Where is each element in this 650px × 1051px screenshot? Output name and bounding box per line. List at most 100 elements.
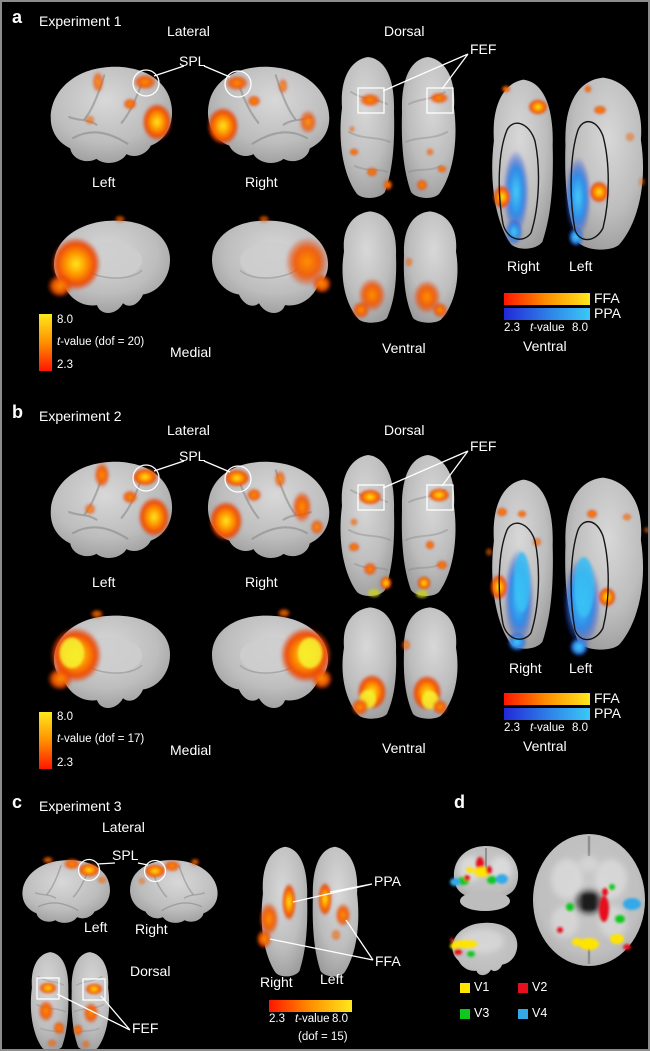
panel-b-left-label: Left [92,574,116,590]
panel-b-ffa-ppa-colorbars [504,693,590,720]
panel-a-artwork [39,53,646,371]
ppa-callout-lines [292,883,373,903]
roi-outline-left-hemi [570,521,609,641]
panel-a-letter: a [12,7,23,27]
panel-c-colorbar-dof: (dof = 15) [298,1031,348,1043]
panel-b-lateral-label: Lateral [167,422,210,438]
panel-b-roi-left-label: Left [569,660,593,676]
panel-a-roi-left-label: Left [569,258,593,274]
panel-b-roi-min: 2.3 [504,722,520,734]
panel-b-lateral-views [50,460,330,558]
panel-a-medial-views [47,215,332,314]
panel-c-lateral-views [22,856,218,923]
legend-swatch-v1 [460,983,470,993]
panel-b-medial-label: Medial [170,742,212,758]
panel-a-ventral-view [342,211,458,323]
panel-c-colorbar-max: 8.0 [332,1013,348,1025]
panel-b-right-label: Right [245,574,278,590]
axial-roi-blobs [557,884,641,950]
panel-a-ppa-label: PPA [594,305,621,321]
panel-a-roi-ventral-view [492,77,646,250]
panel-b-tvalue-colorbar [39,712,52,769]
panel-c-roi-right-label: Right [260,974,293,990]
panel-a-spl-label: SPL [179,53,206,69]
panel-a-roi-tvalue-label: t-value [530,322,565,334]
panel-b-ppa-label: PPA [594,705,621,721]
panel-a-tvalue-colorbar [39,314,52,371]
roi-outline-left-hemi [570,121,609,241]
panel-a-fef-label: FEF [470,41,497,57]
coronal-roi-blobs [450,857,508,886]
panel-c-ffa-label: FFA [375,953,401,969]
legend-swatch-v3 [460,1009,470,1019]
fef-box-right [426,87,454,114]
panel-a-title: Experiment 1 [39,13,122,29]
spl-circle-right [143,859,167,883]
fef-callout-lines [56,993,131,1031]
panel-d-coronal-slice [450,846,519,911]
panel-b-ventral-view [342,607,458,719]
fef-callout-lines [382,53,469,92]
panel-c-roi-left-label: Left [320,971,344,987]
legend-label-v2: V2 [532,980,548,994]
panel-c-dorsal-label: Dorsal [130,963,171,979]
panel-b-roi-tvalue-label: t-value [530,722,565,734]
panel-a-colorbar-min: 2.3 [57,359,73,371]
panel-b-medial-views [47,608,333,709]
panel-a-dorsal-label: Dorsal [384,23,425,39]
panel-b-artwork [39,450,648,769]
panel-c-d-artwork [22,834,645,1049]
panel-c-right-label: Right [135,921,168,937]
fef-box-left [36,977,60,1000]
panel-b-colorbar-max: 8.0 [57,711,73,723]
panel-c-left-label: Left [84,919,108,935]
panel-b-colorbar-label: t-value (dof = 17) [57,733,145,745]
panel-a-roi-min: 2.3 [504,322,520,334]
panel-b-ffa-label: FFA [594,690,620,706]
roi-outline-right-hemi [498,122,540,240]
panel-c-colorbar-min: 2.3 [269,1013,285,1025]
spl-circle-left [77,858,101,882]
panel-c-spl-label: SPL [112,847,139,863]
fef-callout-lines [382,450,469,489]
panel-b-colorbar-min: 2.3 [57,757,73,769]
spl-circle-left [132,464,160,492]
panel-a-roi-ventral-label: Ventral [523,338,567,354]
fef-box-right [82,978,106,1001]
legend-label-v4: V4 [532,1006,548,1020]
fef-box-right [426,484,454,511]
spl-circle-left [132,69,160,97]
legend-swatch-v4 [518,1009,528,1019]
panel-c-lateral-label: Lateral [102,819,145,835]
panel-b-fef-label: FEF [470,438,497,454]
panel-b-spl-label: SPL [179,448,206,464]
panel-b-ventral-label: Ventral [382,740,426,756]
panel-b-letter: b [12,402,23,422]
panel-d-letter: d [454,792,465,812]
sagittal-roi-blobs [450,938,478,957]
panel-b-roi-right-label: Right [509,660,542,676]
panel-b-roi-max: 8.0 [572,722,588,734]
panel-a-ffa-label: FFA [594,290,620,306]
panel-c-fef-label: FEF [132,1020,159,1036]
panel-c-letter: c [12,792,23,812]
panel-b-title: Experiment 2 [39,408,122,424]
panel-a-dorsal-view [340,53,469,198]
legend-label-v3: V3 [474,1006,490,1020]
roi-outline-right-hemi [498,522,540,640]
panel-b-dorsal-view [340,450,469,598]
panel-d-sagittal-slice [450,922,518,976]
panel-a-colorbar-label: t-value (dof = 20) [57,336,145,348]
panel-c-colorbar-label: t-value [295,1013,330,1025]
panel-d-axial-slice [533,834,645,966]
panel-b-dorsal-label: Dorsal [384,422,425,438]
spl-circle-right [224,465,252,493]
panel-a-ventral-label: Ventral [382,340,426,356]
legend-swatch-v2 [518,983,528,993]
fef-box-left [357,87,385,114]
spl-callout-lines [153,460,231,473]
panel-a-medial-label: Medial [170,344,212,360]
fef-box-left [357,484,385,511]
panel-a-right-label: Right [245,174,278,190]
